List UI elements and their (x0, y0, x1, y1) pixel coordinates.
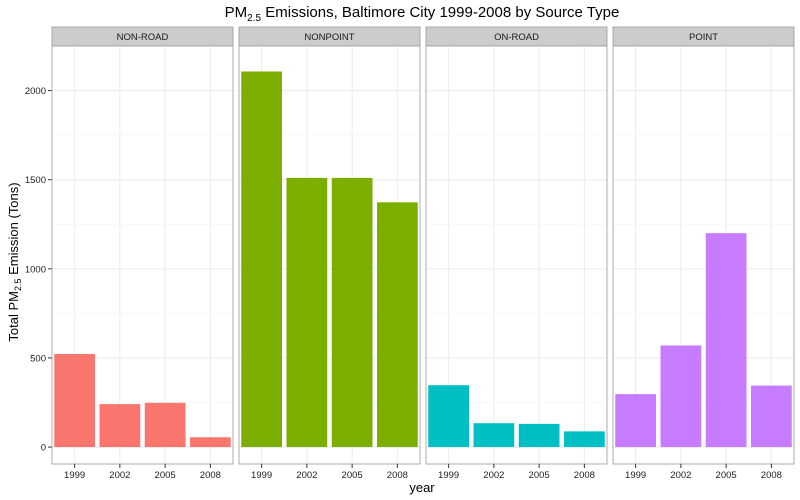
x-tick-label: 1999 (251, 470, 272, 481)
y-tick-label: 0 (41, 443, 46, 454)
bar (99, 404, 141, 448)
title-subscript: 2.5 (247, 13, 261, 24)
facet-strip-label: POINT (689, 32, 718, 43)
y-tick-label: 500 (30, 353, 46, 364)
facet-panel-border (51, 45, 234, 465)
facet-panels: 0 500 1000 1500 2000 NON-ROAD 1999 2002 2005 2008… (25, 26, 795, 481)
bar (377, 202, 418, 448)
x-tick-label: 2005 (342, 470, 363, 481)
facet-panel-border (425, 45, 608, 465)
chart-title: PM2.5 Emissions, Baltimore City 1999-200… (225, 4, 620, 24)
bar (144, 402, 186, 448)
ylabel-prefix: Total PM (6, 291, 21, 342)
bar (615, 394, 656, 448)
facet-strip-label: NON-ROAD (117, 32, 169, 43)
bar (751, 385, 792, 448)
bar (564, 431, 605, 448)
x-tick-label: 2008 (200, 470, 221, 481)
x-tick-label: 1999 (438, 470, 459, 481)
bar (518, 423, 560, 448)
y-tick-label: 2000 (25, 86, 46, 97)
x-tick-label: 1999 (64, 470, 85, 481)
bar (705, 233, 747, 448)
y-tick-label: 1500 (25, 175, 46, 186)
bar (428, 385, 469, 448)
bar (54, 354, 95, 448)
x-tick-label: 2008 (574, 470, 595, 481)
x-tick-label: 2008 (387, 470, 408, 481)
title-prefix: PM (225, 4, 248, 21)
y-axis-title: Total PM2.5 Emission (Tons) (6, 182, 23, 341)
ylabel-suffix: Emission (Tons) (6, 182, 21, 278)
title-suffix: Emissions, Baltimore City 1999-2008 by S… (261, 4, 619, 21)
x-axis-title: year (409, 480, 435, 495)
facet-panel-border (238, 45, 421, 465)
x-tick-label: 1999 (625, 470, 646, 481)
x-tick-label: 2002 (483, 470, 504, 481)
x-tick-label: 2005 (716, 470, 737, 481)
x-tick-label: 2008 (761, 470, 782, 481)
x-tick-label: 2002 (296, 470, 317, 481)
x-tick-label: 2002 (109, 470, 130, 481)
bar (286, 177, 328, 448)
y-tick-label: 1000 (25, 264, 46, 275)
facet-strip-label: NONPOINT (304, 32, 354, 43)
facet-strip-label: ON-ROAD (494, 32, 539, 43)
ylabel-subscript: 2.5 (13, 278, 23, 291)
facet-panel-border (612, 45, 795, 465)
x-tick-label: 2005 (529, 470, 550, 481)
bar (660, 345, 702, 448)
bar (241, 71, 282, 448)
bar (331, 177, 373, 448)
bar (473, 423, 515, 448)
x-tick-label: 2005 (155, 470, 176, 481)
x-tick-label: 2002 (670, 470, 691, 481)
bar (190, 437, 231, 448)
